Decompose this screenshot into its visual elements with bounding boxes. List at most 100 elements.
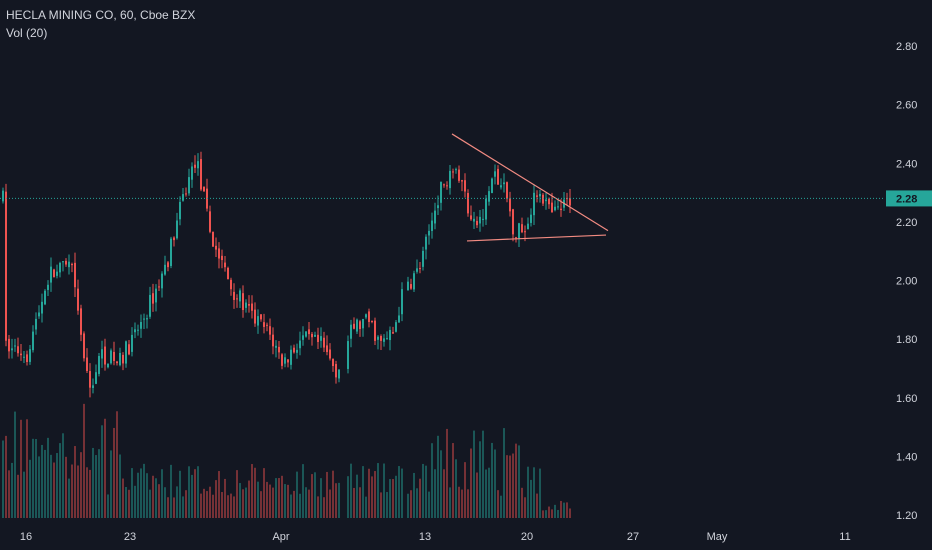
volume-bar (215, 480, 217, 518)
time-tick-label: 27 (627, 531, 639, 543)
volume-bar (104, 418, 106, 518)
volume-bar (20, 419, 22, 518)
candle (485, 195, 487, 225)
candle (443, 183, 445, 188)
candle (500, 178, 502, 190)
volume-bar (257, 481, 259, 518)
candle (14, 338, 16, 352)
candle (494, 164, 496, 185)
volume-bar (83, 403, 85, 518)
triangle-upper-trendline[interactable] (451, 133, 609, 232)
volume-bar (485, 469, 487, 518)
volume-bar (434, 469, 436, 518)
volume-bar (443, 469, 445, 518)
volume-bar (467, 489, 469, 518)
volume-bar (248, 480, 250, 518)
volume-bar (206, 491, 208, 518)
volume-bar (143, 463, 145, 518)
triangle-lower-trendline[interactable] (466, 234, 607, 242)
time-axis[interactable]: 16 23 Apr 13 20 27 May 11 (20, 531, 851, 543)
candle (317, 327, 319, 349)
candle (407, 276, 409, 291)
candle (182, 187, 184, 202)
candle (23, 351, 25, 363)
candle (242, 285, 244, 318)
candle (128, 339, 130, 356)
volume-bar (362, 466, 364, 518)
volume-bar (452, 443, 454, 518)
volume-bar (266, 481, 268, 518)
volume-bar (530, 479, 532, 518)
candle (386, 331, 388, 340)
volume-bar (359, 487, 361, 518)
candle (461, 179, 463, 192)
candle (62, 261, 64, 272)
candle (434, 202, 436, 230)
time-tick-label: 11 (839, 531, 850, 543)
volume-bar (527, 466, 529, 518)
candle (530, 208, 532, 227)
volume-bar (269, 484, 271, 518)
candle (350, 319, 352, 348)
volume-bar (536, 493, 538, 518)
volume-bar (410, 490, 412, 518)
symbol-title[interactable]: HECLA MINING CO, 60, Cboe BZX (6, 8, 196, 22)
candle (236, 294, 238, 308)
candle (518, 222, 520, 247)
volume-bar (569, 508, 571, 518)
volume-bar (461, 489, 463, 518)
candle (158, 279, 160, 291)
volume-bar (116, 411, 118, 518)
candle (140, 314, 142, 338)
candle (41, 293, 43, 323)
volume-bar (74, 446, 76, 518)
volume-bar (32, 438, 34, 518)
volume-bar (224, 478, 226, 518)
volume-bar (137, 472, 139, 518)
volume-bar (182, 496, 184, 518)
volume-bar (368, 468, 370, 518)
candle (296, 343, 298, 359)
volume-bar (380, 492, 382, 518)
volume-bar (95, 455, 97, 518)
volume-bar (512, 453, 514, 518)
price-tick-label: 2.80 (896, 41, 917, 53)
volume-bar (158, 484, 160, 518)
price-tick-label: 1.20 (896, 510, 917, 522)
candle (47, 280, 49, 297)
volume-bar (152, 475, 154, 518)
price-tick-label: 1.60 (896, 393, 917, 405)
volume-bar (422, 463, 424, 518)
volume-indicator-label[interactable]: Vol (20) (6, 26, 48, 40)
candle (410, 278, 412, 290)
volume-bar (56, 453, 58, 518)
price-tick-label: 1.80 (896, 334, 917, 346)
chart-legend: HECLA MINING CO, 60, Cboe BZX Vol (20) (6, 6, 195, 42)
volume-bar (554, 504, 556, 518)
volume-bar (209, 486, 211, 518)
volume-bar (347, 476, 349, 518)
volume-bar (272, 487, 274, 518)
price-tick-label: 2.20 (896, 217, 917, 229)
candle (20, 344, 22, 361)
trendline-annotations[interactable] (451, 133, 609, 242)
volume-bar (518, 445, 520, 518)
volume-bar (476, 472, 478, 518)
volume-bar (392, 479, 394, 518)
candle (170, 236, 172, 269)
candle (122, 352, 124, 371)
volume-bar (545, 510, 547, 518)
candle (563, 192, 565, 212)
candle (446, 181, 448, 190)
volume-bar (26, 419, 28, 518)
candle (200, 151, 202, 192)
candle (125, 340, 127, 368)
candle (509, 191, 511, 217)
time-tick-label: May (707, 531, 728, 543)
candle (44, 289, 46, 306)
candle (113, 341, 115, 366)
volume-bar (386, 492, 388, 518)
volume-bar (86, 467, 88, 518)
price-axis[interactable]: 2.80 2.60 2.40 2.20 2.00 1.80 1.60 1.40 1.20 2.28 (886, 41, 932, 522)
